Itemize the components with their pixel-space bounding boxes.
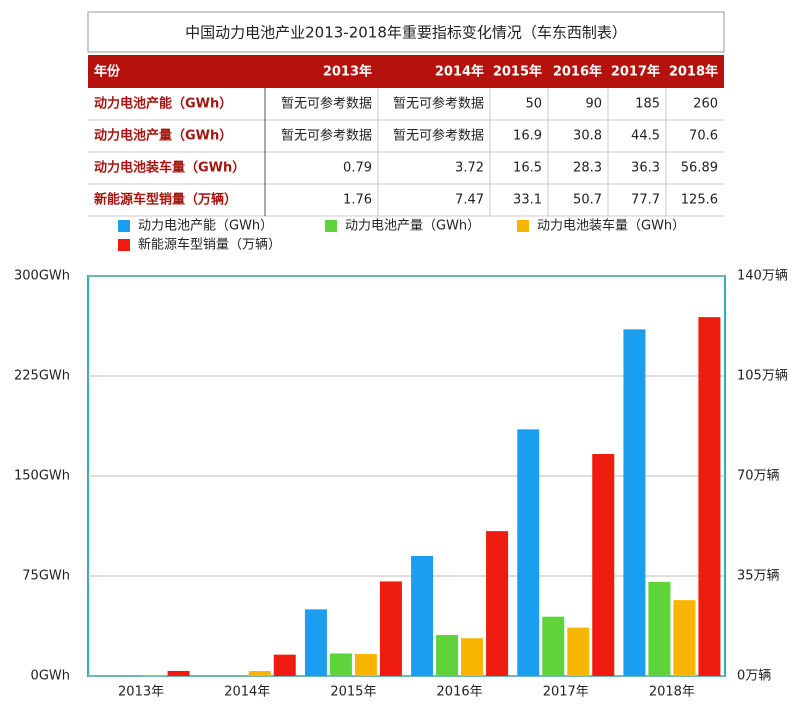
table-cell: 7.47 [455, 193, 484, 208]
table-cell: 30.8 [573, 129, 602, 144]
legend-label: 新能源车型销量（万辆） [138, 237, 281, 253]
x-tick-label: 2015年 [330, 685, 376, 700]
table-row-label: 新能源车型销量（万辆） [94, 192, 237, 208]
legend-swatch [325, 220, 337, 232]
title-box [87, 11, 725, 53]
table-cell: 260 [693, 97, 718, 112]
table-header-cell: 2016年 [553, 64, 602, 80]
y2-tick-label: 70万辆 [737, 469, 780, 484]
x-tick-label: 2016年 [437, 685, 483, 700]
table-cell: 0.79 [343, 161, 372, 176]
table-cell: 77.7 [631, 193, 660, 208]
bar [542, 616, 565, 676]
table-header-cell: 2014年 [435, 64, 484, 80]
table-cell: 36.3 [631, 161, 660, 176]
y-tick-label: 225GWh [14, 369, 70, 384]
y-tick-label: 0GWh [31, 669, 70, 684]
table-header-cell: 2013年 [323, 64, 372, 80]
table-row-label: 动力电池装车量（GWh） [94, 160, 245, 176]
y-tick-label: 300GWh [14, 269, 70, 284]
legend-label: 动力电池装车量（GWh） [537, 218, 685, 234]
legend-swatch [517, 220, 529, 232]
legend-label: 动力电池产能（GWh） [138, 219, 273, 234]
table-row-label: 动力电池产量（GWh） [94, 128, 232, 144]
bar [673, 600, 696, 676]
bar [167, 670, 190, 676]
table-cell: 125.6 [681, 193, 718, 208]
bar [623, 329, 646, 676]
bar [592, 454, 615, 676]
x-tick-label: 2014年 [224, 685, 270, 700]
legend-swatch [118, 220, 130, 232]
x-tick-label: 2013年 [118, 685, 164, 700]
bar [436, 634, 459, 676]
bar [354, 654, 377, 676]
table-header-bg [88, 55, 724, 88]
y2-tick-label: 0万辆 [737, 669, 771, 684]
x-tick-label: 2017年 [543, 685, 589, 700]
y2-tick-label: 105万辆 [737, 369, 788, 384]
table-row-label: 动力电池产能（GWh） [94, 96, 232, 112]
bar [379, 581, 402, 676]
bar [248, 671, 271, 676]
bar [142, 674, 165, 676]
table-cell: 28.3 [573, 161, 602, 176]
table-cell: 50.7 [573, 193, 602, 208]
bar [567, 627, 590, 676]
table-cell: 暂无可参考数据 [393, 128, 484, 144]
y-tick-label: 75GWh [22, 569, 70, 584]
table-header-cell: 2017年 [611, 64, 660, 80]
table-header-cell: 2015年 [493, 64, 542, 80]
bar [698, 317, 721, 676]
y-tick-label: 150GWh [14, 469, 70, 484]
legend-label: 动力电池产量（GWh） [345, 219, 480, 234]
bar [648, 581, 671, 676]
table-cell: 16.9 [513, 129, 542, 144]
table-cell: 50 [525, 97, 542, 112]
bar [273, 654, 296, 676]
table-cell: 3.72 [455, 161, 484, 176]
table-title: 中国动力电池产业2013-2018年重要指标变化情况（车东西制表） [185, 24, 627, 42]
bar [517, 429, 540, 676]
bar [411, 556, 434, 676]
legend-swatch [118, 239, 130, 251]
y2-tick-label: 35万辆 [737, 569, 780, 584]
bar [486, 531, 509, 676]
table-header-cell: 年份 [94, 64, 121, 80]
table-cell: 暂无可参考数据 [393, 96, 484, 112]
table-cell: 90 [585, 97, 602, 112]
table-header-cell: 2018年 [669, 64, 718, 80]
table-cell: 70.6 [689, 129, 718, 144]
table-cell: 暂无可参考数据 [281, 96, 372, 112]
table-cell: 暂无可参考数据 [281, 128, 372, 144]
table-cell: 33.1 [513, 193, 542, 208]
y2-tick-label: 140万辆 [737, 269, 788, 284]
table-cell: 16.5 [513, 161, 542, 176]
x-tick-label: 2018年 [649, 685, 695, 700]
bar [461, 638, 484, 676]
table-cell: 185 [635, 97, 660, 112]
bar [304, 609, 327, 676]
table-cell: 56.89 [681, 161, 718, 176]
bar [329, 653, 352, 676]
table-cell: 1.76 [343, 193, 372, 208]
table-cell: 44.5 [631, 129, 660, 144]
